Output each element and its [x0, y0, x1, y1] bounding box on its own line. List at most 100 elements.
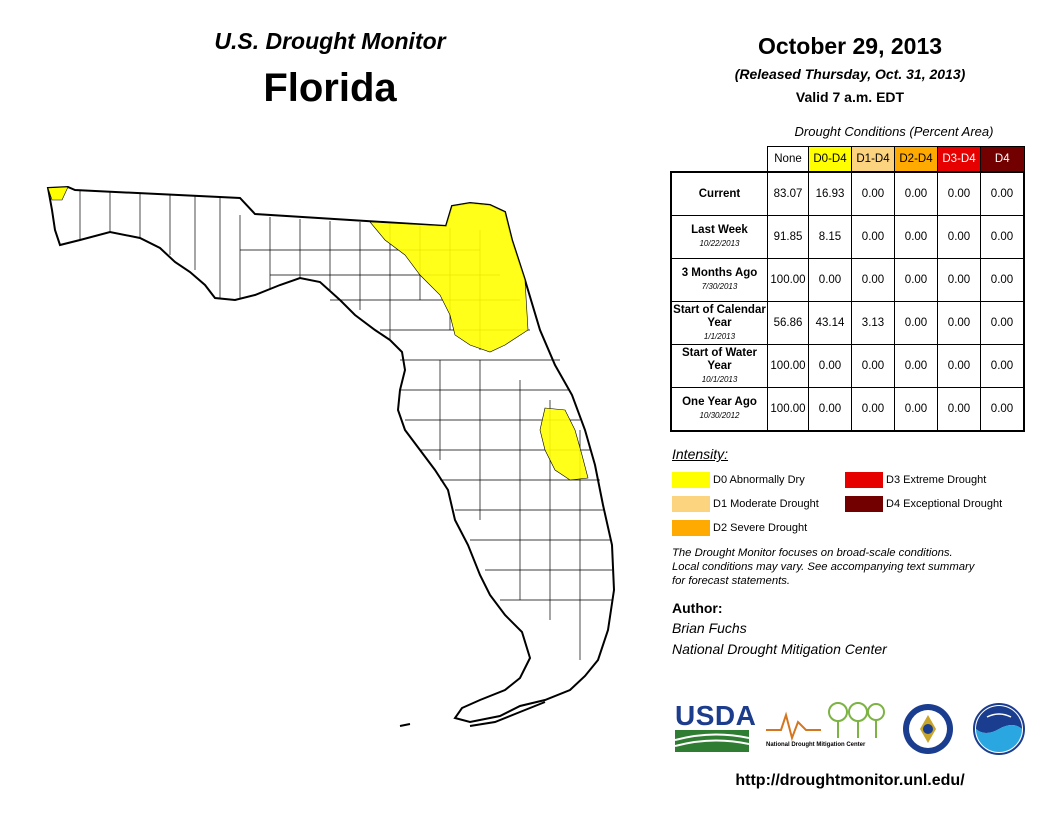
disclaimer-line: The Drought Monitor focuses on broad-sca…	[672, 547, 953, 559]
d0-area-northeast	[369, 202, 529, 353]
table-row: Current 83.07 16.93 0.00 0.00 0.00 0.00	[670, 171, 1025, 216]
d0-area-east-coast	[539, 407, 589, 481]
florida-drought-map	[46, 185, 616, 727]
county-boundaries	[79, 190, 612, 660]
table-cell: 0.00	[894, 171, 938, 216]
table-cell: 0.00	[937, 387, 981, 432]
row-header: Start of Calendar Year 1/1/2013	[670, 301, 768, 345]
table-cell: 43.14	[808, 301, 852, 345]
table-cell: 0.00	[980, 301, 1025, 345]
row-header: One Year Ago 10/30/2012	[670, 387, 768, 432]
table-cell: 0.00	[894, 344, 938, 388]
ndmc-logo-icon	[766, 702, 885, 742]
table-row: Last Week 10/22/2013 91.85 8.15 0.00 0.00 0.00…	[670, 215, 1025, 259]
ndmc-caption: National Drought Mitigation Center	[766, 742, 866, 748]
row-label: Last Week	[691, 224, 748, 236]
author-org: National Drought Mitigation Center	[672, 641, 887, 657]
table-row: One Year Ago 10/30/2012 100.00 0.00 0.00 0.00…	[670, 387, 1025, 432]
row-header: Start of Water Year 10/1/2013	[670, 344, 768, 388]
row-date: 10/22/2013	[699, 239, 740, 248]
row-header: Last Week 10/22/2013	[670, 215, 768, 259]
table-cell: 83.07	[767, 171, 809, 216]
legend-label: D2 Severe Drought	[713, 522, 808, 534]
legend-swatch	[672, 520, 710, 536]
state-title: Florida	[263, 66, 397, 110]
table-row: Start of Water Year 10/1/2013 100.00 0.00 0.…	[670, 344, 1025, 388]
valid-time: Valid 7 a.m. EDT	[795, 89, 905, 105]
row-date: 1/1/2013	[703, 331, 736, 341]
table-caption: Drought Conditions (Percent Area)	[794, 124, 994, 139]
table-cell: 0.00	[980, 387, 1025, 432]
column-header: None	[767, 146, 809, 173]
legend-label: D0 Abnormally Dry	[713, 474, 805, 486]
table-corner	[671, 147, 768, 173]
column-header: D0-D4	[808, 146, 852, 173]
table-cell: 0.00	[894, 301, 938, 345]
disclaimer-line: Local conditions may vary. See accompany…	[672, 561, 975, 573]
legend-swatch	[672, 496, 710, 512]
table-cell: 16.93	[808, 171, 852, 216]
table-cell: 0.00	[851, 215, 895, 259]
table-cell: 0.00	[851, 387, 895, 432]
row-label: Current	[698, 187, 741, 200]
table-cell: 0.00	[980, 258, 1025, 302]
legend-swatch	[845, 472, 883, 488]
disclaimer-note: The Drought Monitor focuses on broad-sca…	[672, 546, 1032, 588]
florida-keys	[399, 701, 546, 727]
author-heading: Author:	[672, 600, 723, 616]
column-header: D2-D4	[894, 146, 938, 173]
table-cell: 56.86	[767, 301, 809, 345]
table-cell: 0.00	[808, 258, 852, 302]
row-label: One Year Ago	[682, 396, 757, 408]
row-header: Current	[670, 171, 768, 216]
disclaimer-line: for forecast statements.	[672, 575, 791, 587]
release-date: (Released Thursday, Oct. 31, 2013)	[734, 66, 966, 82]
table-cell: 100.00	[767, 258, 809, 302]
column-header: D1-D4	[851, 146, 895, 173]
table-cell: 0.00	[808, 344, 852, 388]
valid-date: October 29, 2013	[757, 33, 943, 59]
table-cell: 3.13	[851, 301, 895, 345]
table-row: Start of Calendar Year 1/1/2013 56.86 43.14…	[670, 301, 1025, 345]
row-label: Start of Calendar Year	[673, 303, 766, 329]
legend-label: D4 Exceptional Drought	[886, 498, 1003, 510]
author-name: Brian Fuchs	[672, 620, 747, 636]
table-cell: 0.00	[980, 171, 1025, 216]
legend-label: D1 Moderate Drought	[713, 498, 819, 510]
row-date: 7/30/2013	[701, 282, 738, 291]
drought-conditions-table: None D0-D4 D1-D4 D2-D4 D3-D4 D4 Current 8…	[670, 146, 1025, 432]
table-cell: 0.00	[894, 387, 938, 432]
usda-logo: USDA	[675, 700, 757, 731]
table-cell: 0.00	[894, 258, 938, 302]
row-date: 10/30/2012	[699, 411, 740, 420]
row-header: 3 Months Ago 7/30/2013	[670, 258, 768, 302]
row-date: 10/1/2013	[701, 374, 738, 384]
department-of-commerce-seal-icon	[903, 704, 953, 754]
row-label: Start of Water Year	[682, 346, 757, 372]
legend-swatch	[845, 496, 883, 512]
table-cell: 100.00	[767, 344, 809, 388]
table-cell: 0.00	[851, 344, 895, 388]
noaa-logo-icon	[973, 703, 1025, 755]
table-cell: 100.00	[767, 387, 809, 432]
table-cell: 0.00	[808, 387, 852, 432]
legend-label: D3 Extreme Drought	[886, 474, 987, 486]
table-cell: 91.85	[767, 215, 809, 259]
table-cell: 0.00	[980, 344, 1025, 388]
table-cell: 0.00	[851, 171, 895, 216]
table-cell: 0.00	[937, 215, 981, 259]
table-cell: 8.15	[808, 215, 852, 259]
table-cell: 0.00	[851, 258, 895, 302]
row-label: 3 Months Ago	[681, 267, 758, 279]
table-cell: 0.00	[937, 258, 981, 302]
map-series-title: U.S. Drought Monitor	[214, 28, 446, 54]
monitor-url-link[interactable]: http://droughtmonitor.unl.edu/	[735, 772, 965, 789]
legend-title: Intensity:	[672, 446, 729, 462]
florida-outline	[46, 185, 616, 724]
table-cell: 0.00	[894, 215, 938, 259]
usda-logo-swoosh-icon	[675, 730, 749, 752]
table-cell: 0.00	[937, 301, 981, 345]
table-row: 3 Months Ago 7/30/2013 100.00 0.00 0.00 0.00 0…	[670, 258, 1025, 302]
column-header: D4	[980, 146, 1025, 173]
table-cell: 0.00	[937, 344, 981, 388]
